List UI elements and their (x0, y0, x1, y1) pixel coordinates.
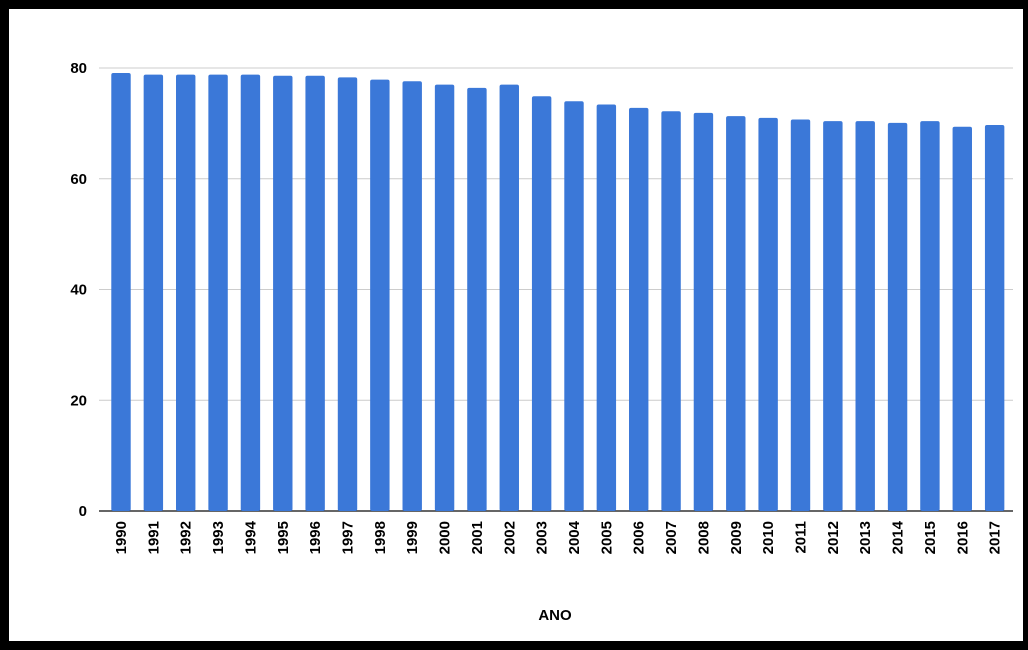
bar-1994 (240, 74, 261, 512)
x-tick-label: 2002 (501, 521, 518, 554)
x-tick-label: 1995 (275, 521, 292, 554)
bar-2000 (434, 84, 455, 512)
x-axis-ticks: 1990 1991 1992 1993 1994 1995 1996 1997 1998 1999… (113, 520, 1004, 554)
y-axis-ticks: 0 20 40 60 80 (70, 60, 87, 520)
bar-1998 (370, 79, 390, 511)
y-tick-label: 80 (70, 60, 87, 77)
x-tick-label: 2006 (631, 521, 648, 554)
x-tick-label: 1994 (242, 520, 259, 554)
bar-2009 (726, 116, 746, 512)
bar-2016 (952, 126, 972, 511)
x-tick-label: 1992 (178, 521, 195, 554)
x-tick-label: 2009 (728, 521, 745, 554)
y-tick-label: 60 (70, 171, 87, 188)
bar-1995 (273, 75, 293, 511)
bar-1993 (208, 74, 228, 512)
bar-2001 (467, 87, 487, 511)
x-tick-label: 2016 (954, 521, 971, 554)
bar-2007 (661, 111, 681, 511)
bar-2002 (499, 84, 519, 512)
bar-2004 (564, 101, 584, 511)
x-tick-label: 2003 (534, 521, 551, 554)
x-tick-label: 2008 (695, 521, 712, 554)
bar-1990 (111, 72, 131, 511)
bar-2008 (693, 112, 714, 511)
x-tick-label: 1996 (307, 521, 324, 554)
x-tick-label: 2014 (890, 520, 907, 554)
bar-2012 (823, 121, 843, 511)
bar-2010 (758, 117, 778, 512)
bar-2015 (920, 121, 940, 511)
x-tick-label: 1993 (210, 521, 227, 554)
x-tick-label: 2010 (760, 521, 777, 554)
bar-2014 (887, 122, 908, 511)
bars (111, 72, 1005, 512)
x-tick-label: 1990 (113, 521, 130, 554)
x-tick-label: 2013 (857, 521, 874, 554)
bar-2006 (629, 107, 649, 512)
bar-2003 (531, 96, 552, 512)
x-tick-label: 1998 (372, 521, 389, 554)
bar-2013 (855, 121, 875, 511)
bar-2011 (790, 119, 811, 511)
bar-2017 (984, 125, 1005, 511)
x-tick-label: 2007 (663, 521, 680, 554)
bar-1996 (305, 75, 325, 511)
gridlines (99, 67, 1013, 512)
y-tick-label: 20 (70, 392, 87, 409)
bar-1997 (337, 77, 358, 511)
x-tick-label: 2011 (793, 521, 810, 554)
x-tick-label: 2001 (469, 521, 486, 554)
x-tick-label: 2005 (598, 521, 615, 554)
x-tick-label: 2015 (922, 521, 939, 554)
y-tick-label: 0 (79, 503, 87, 520)
x-axis-label: ANO (538, 607, 572, 624)
x-tick-label: 1991 (145, 521, 162, 554)
x-tick-label: 2000 (437, 521, 454, 554)
bar-1992 (176, 74, 196, 512)
x-tick-label: 1997 (340, 521, 357, 554)
bar-1991 (143, 74, 164, 512)
x-tick-label: 2017 (987, 521, 1004, 554)
x-tick-label: 1999 (404, 521, 421, 554)
bar-2005 (596, 104, 617, 512)
y-tick-label: 40 (70, 282, 87, 299)
x-tick-label: 2012 (825, 521, 842, 554)
bar-1999 (402, 81, 422, 511)
x-tick-label: 2004 (566, 520, 583, 554)
